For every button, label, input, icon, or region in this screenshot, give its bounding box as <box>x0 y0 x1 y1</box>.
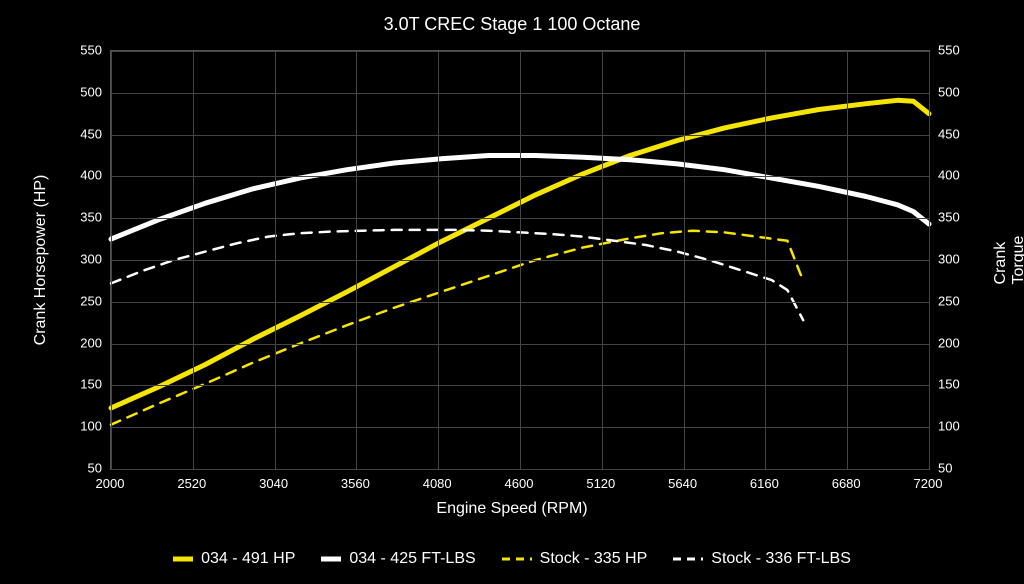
x-tick: 2000 <box>96 476 125 491</box>
gridline-h <box>111 302 929 303</box>
legend-label: Stock - 336 FT-LBS <box>711 550 851 568</box>
x-tick: 6680 <box>832 476 861 491</box>
x-axis-label: Engine Speed (RPM) <box>436 500 587 518</box>
x-tick: 3560 <box>341 476 370 491</box>
y-tick-left: 400 <box>52 168 102 183</box>
legend-swatch <box>673 554 703 564</box>
gridline-h <box>111 469 929 470</box>
legend-item: Stock - 335 HP <box>502 550 648 568</box>
legend-item: 034 - 491 HP <box>173 550 295 568</box>
y-tick-left: 150 <box>52 377 102 392</box>
y-axis-right-label: Crank Torque (FT-LBS) <box>992 236 1024 285</box>
gridline-h <box>111 93 929 94</box>
gridline-h <box>111 427 929 428</box>
x-tick: 4600 <box>505 476 534 491</box>
gridline-h <box>111 176 929 177</box>
y-tick-right: 200 <box>938 335 988 350</box>
dyno-chart: 3.0T CREC Stage 1 100 Octane Engine Spee… <box>0 0 1024 584</box>
legend-label: 034 - 425 FT-LBS <box>349 550 475 568</box>
y-tick-right: 100 <box>938 419 988 434</box>
gridline-h <box>111 344 929 345</box>
gridline-v <box>929 51 930 469</box>
gridline-h <box>111 218 929 219</box>
legend-label: 034 - 491 HP <box>201 550 295 568</box>
legend-label: Stock - 335 HP <box>540 550 648 568</box>
legend-swatch <box>321 554 341 564</box>
legend-swatch <box>173 554 193 564</box>
legend: 034 - 491 HP 034 - 425 FT-LBS Stock - 335 … <box>0 550 1024 568</box>
x-tick: 4080 <box>423 476 452 491</box>
plot-area <box>110 50 930 470</box>
gridline-h <box>111 51 929 52</box>
y-tick-right: 50 <box>938 461 988 476</box>
y-tick-right: 250 <box>938 293 988 308</box>
x-tick: 6160 <box>750 476 779 491</box>
legend-swatch <box>502 554 532 564</box>
y-tick-left: 550 <box>52 43 102 58</box>
gridline-h <box>111 135 929 136</box>
legend-item: Stock - 336 FT-LBS <box>673 550 851 568</box>
y-tick-left: 500 <box>52 84 102 99</box>
y-tick-left: 200 <box>52 335 102 350</box>
y-tick-left: 250 <box>52 293 102 308</box>
x-tick: 7200 <box>914 476 943 491</box>
y-axis-left-label: Crank Horsepower (HP) <box>32 175 50 346</box>
y-tick-right: 500 <box>938 84 988 99</box>
x-tick: 2520 <box>177 476 206 491</box>
y-tick-right: 450 <box>938 126 988 141</box>
y-tick-right: 350 <box>938 210 988 225</box>
series-line <box>111 230 803 320</box>
x-tick: 5640 <box>668 476 697 491</box>
legend-item: 034 - 425 FT-LBS <box>321 550 475 568</box>
y-tick-left: 50 <box>52 461 102 476</box>
y-tick-left: 350 <box>52 210 102 225</box>
gridline-h <box>111 260 929 261</box>
gridline-h <box>111 385 929 386</box>
x-tick: 5120 <box>586 476 615 491</box>
chart-title: 3.0T CREC Stage 1 100 Octane <box>0 14 1024 35</box>
y-tick-right: 400 <box>938 168 988 183</box>
y-tick-left: 450 <box>52 126 102 141</box>
y-tick-right: 550 <box>938 43 988 58</box>
y-tick-right: 150 <box>938 377 988 392</box>
y-tick-left: 100 <box>52 419 102 434</box>
x-tick: 3040 <box>259 476 288 491</box>
y-tick-right: 300 <box>938 252 988 267</box>
y-tick-left: 300 <box>52 252 102 267</box>
